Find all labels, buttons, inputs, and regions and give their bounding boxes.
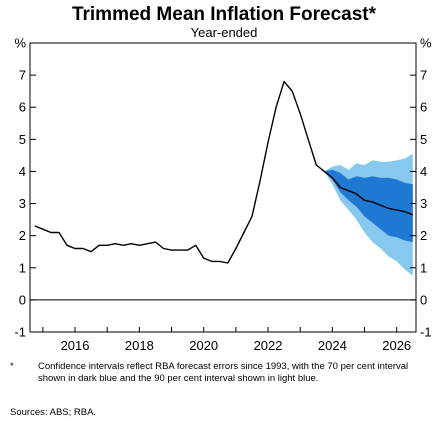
y-tick-label-right: 4 bbox=[420, 164, 427, 179]
series-line-layer bbox=[34, 80, 414, 264]
sources-note: Sources: ABS; RBA. bbox=[10, 407, 97, 418]
footnote-text: Confidence intervals reflect RBA forecas… bbox=[38, 361, 409, 384]
y-tick-label-left: 0 bbox=[19, 292, 26, 307]
chart-title: Trimmed Mean Inflation Forecast* bbox=[72, 4, 377, 25]
y-unit-label-right: % bbox=[420, 36, 432, 51]
x-tick-label: 2016 bbox=[61, 338, 90, 353]
ci-70-band bbox=[324, 169, 413, 243]
y-tick-label-left: 4 bbox=[19, 164, 26, 179]
y-tick-label-right: 6 bbox=[420, 100, 427, 115]
y-tick-label-left: -1 bbox=[14, 325, 26, 340]
y-tick-label-right: 2 bbox=[420, 228, 427, 243]
y-tick-label-right: 3 bbox=[420, 196, 427, 211]
y-unit-label-left: % bbox=[14, 36, 26, 51]
y-tick-label-left: 6 bbox=[19, 100, 26, 115]
x-tick-layer: 2016 2018 2020 2022 2024 2026 bbox=[42, 327, 411, 353]
y-tick-label-right: 5 bbox=[420, 132, 427, 147]
trimmed-mean-line bbox=[34, 80, 414, 264]
y-tick-label-left: 7 bbox=[19, 68, 26, 83]
x-tick-label: 2022 bbox=[254, 338, 283, 353]
y-tick-layer: -1 -1 0 0 1 1 2 2 3 3 4 4 5 5 6 6 7 7%% bbox=[14, 36, 432, 340]
y-tick-label-left: 2 bbox=[19, 228, 26, 243]
y-tick-label-right: 1 bbox=[420, 260, 427, 275]
axes-layer bbox=[29, 42, 417, 333]
plot-frame bbox=[29, 42, 417, 333]
y-tick-label-right: 7 bbox=[420, 68, 427, 83]
x-tick-label: 2018 bbox=[125, 338, 154, 353]
ci-70-band-layer bbox=[324, 169, 413, 243]
chart-subtitle: Year-ended bbox=[191, 25, 258, 40]
x-tick-label: 2026 bbox=[382, 338, 411, 353]
x-tick-label: 2024 bbox=[318, 338, 347, 353]
y-tick-label-left: 3 bbox=[19, 196, 26, 211]
y-tick-label-left: 1 bbox=[19, 260, 26, 275]
y-tick-label-right: 0 bbox=[420, 292, 427, 307]
y-tick-label-left: 5 bbox=[19, 132, 26, 147]
x-tick-label: 2020 bbox=[189, 338, 218, 353]
y-tick-label-right: -1 bbox=[420, 325, 432, 340]
footnote-marker: * bbox=[10, 361, 14, 372]
